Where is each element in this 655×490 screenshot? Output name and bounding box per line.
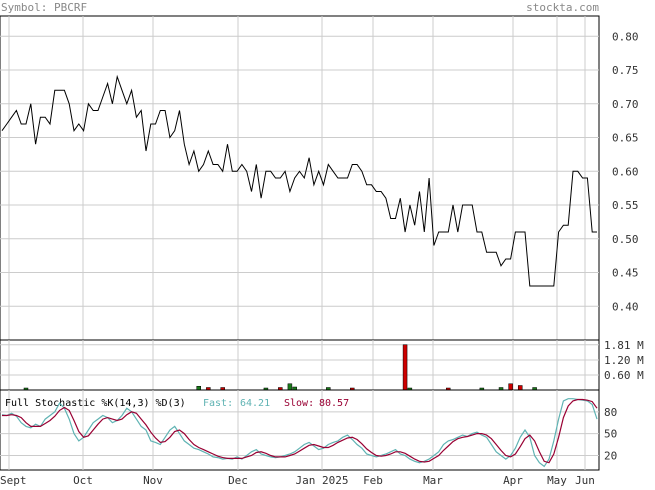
- fast-line: [1, 398, 598, 468]
- volume-tick-label-0: 1.81 M: [604, 339, 644, 352]
- price-tick-label-6: 0.50: [612, 233, 639, 246]
- stochastic-tick-label-1: 50: [604, 428, 617, 441]
- x-tick-label-0: Sept: [0, 474, 27, 486]
- x-tick-label-6: Mar: [423, 474, 443, 486]
- price-panel: 0.80 0.75 0.70 0.65 0.60 0.55 0.50 0.45 0.40: [0, 15, 639, 341]
- x-tick-label-7: Apr: [503, 474, 523, 486]
- site-label: stockta.com: [526, 1, 599, 14]
- slow-value: 80.57: [319, 398, 349, 409]
- x-tick-label-1: Oct: [73, 474, 93, 486]
- volume-tick-label-2: 0.60 M: [604, 369, 644, 382]
- x-tick-label-9: Jun: [575, 474, 595, 486]
- price-tick-label-8: 0.40: [612, 300, 639, 313]
- fast-label: Fast:: [203, 398, 233, 409]
- volume-panel: 1.81 M 1.20 M 0.60 M: [0, 339, 644, 391]
- x-tick-label-3: Dec: [228, 474, 248, 486]
- stochastic-panel: Full Stochastic %K(14,3) %D(3) Fast: 64.…: [0, 389, 617, 471]
- price-tick-label-7: 0.45: [612, 267, 639, 280]
- x-tick-label-8: May: [547, 474, 567, 486]
- volume-bar-10: [402, 344, 408, 391]
- x-axis: Sept Oct Nov Dec Jan 2025 Feb Mar Apr May Jun: [0, 474, 595, 487]
- volume-bar-15: [508, 383, 513, 391]
- x-tick-label-2: Nov: [143, 474, 163, 486]
- x-tick-label-4: Jan 2025: [296, 474, 349, 486]
- stochastic-title: Full Stochastic %K(14,3) %D(3): [5, 398, 186, 409]
- price-tick-label-1: 0.75: [612, 64, 639, 77]
- price-tick-label-5: 0.55: [612, 199, 639, 212]
- price-line: [1, 74, 597, 287]
- slow-line: [2, 398, 598, 464]
- price-tick-label-2: 0.70: [612, 98, 639, 111]
- volume-bar-6: [287, 383, 293, 391]
- stochastic-tick-label-0: 80: [604, 406, 617, 419]
- volume-frame: [0, 339, 600, 391]
- price-tick-label-3: 0.65: [612, 132, 639, 145]
- slow-label: Slow:: [284, 398, 314, 409]
- x-tick-label-5: Feb: [363, 474, 383, 486]
- volume-bar-16: [517, 385, 523, 391]
- fast-value: 64.21: [240, 398, 270, 409]
- price-tick-label-4: 0.60: [612, 165, 639, 178]
- stochastic-tick-label-2: 20: [604, 449, 617, 462]
- stochastic-frame: [0, 389, 600, 471]
- volume-tick-label-1: 1.20 M: [604, 354, 644, 367]
- symbol-label: Symbol: PBCRF: [1, 1, 87, 14]
- price-tick-label-0: 0.80: [612, 30, 639, 43]
- volume-bar-1: [196, 386, 201, 391]
- price-frame: [0, 15, 600, 341]
